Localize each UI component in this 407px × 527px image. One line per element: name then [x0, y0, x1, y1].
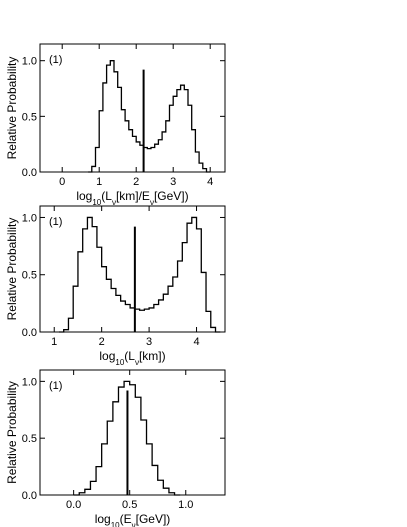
y-axis-label: Relative Probability [5, 218, 19, 321]
panel-label: (1) [49, 54, 62, 66]
x-tick-label: 0 [59, 176, 65, 188]
x-tick-label: 0.5 [122, 499, 137, 511]
x-axis-label: log10(Lν[km]/Eν[GeV]) [76, 189, 188, 207]
y-tick-label: 1.0 [22, 56, 37, 68]
chart-panel-3: 0.0 0.5 1.0 0.0 0.5 1.0 (1) Relative Probabilit… [5, 369, 226, 527]
y-tick-label: 0.5 [22, 270, 37, 282]
plot-frame [39, 205, 226, 333]
y-tick-label: 1.0 [22, 376, 37, 388]
y-tick-label: 1.0 [22, 212, 37, 224]
x-tick-label: 2 [133, 176, 139, 188]
chart-panel-1: 0 1 2 3 4 0.0 0.5 1.0 (1) Relative Probability log… [5, 43, 226, 207]
panel-label: (1) [49, 380, 62, 392]
x-tick-label: 3 [146, 336, 152, 348]
histogram-line [73, 380, 181, 496]
x-tick-label: 3 [170, 176, 176, 188]
chart-panel-2: 1 2 3 4 0.0 0.5 1.0 (1) Relative Probability log1… [5, 205, 226, 367]
x-tick-label: 1 [51, 336, 57, 348]
x-tick-label: 4 [207, 176, 213, 188]
y-tick-label: 0.5 [22, 111, 37, 123]
histogram-line [58, 216, 221, 333]
y-axis-label: Relative Probability [5, 57, 19, 160]
plot-frame [39, 369, 226, 496]
histogram-line [88, 60, 211, 173]
x-axis-label: log10(Lν[km]) [99, 349, 165, 367]
x-tick-label: 1 [96, 176, 102, 188]
x-tick-label: 2 [99, 336, 105, 348]
panel-label: (1) [49, 216, 62, 228]
y-tick-label: 0.0 [22, 490, 37, 502]
x-tick-label: 1.0 [178, 499, 193, 511]
y-tick-label: 0.0 [22, 167, 37, 179]
y-axis-label: Relative Probability [5, 381, 19, 484]
x-axis-label: log10(Eν[GeV]) [95, 512, 171, 527]
x-tick-label: 0.0 [66, 499, 81, 511]
x-tick-label: 4 [193, 336, 199, 348]
y-tick-label: 0.0 [22, 327, 37, 339]
plot-frame [39, 43, 226, 173]
y-tick-label: 0.5 [22, 433, 37, 445]
